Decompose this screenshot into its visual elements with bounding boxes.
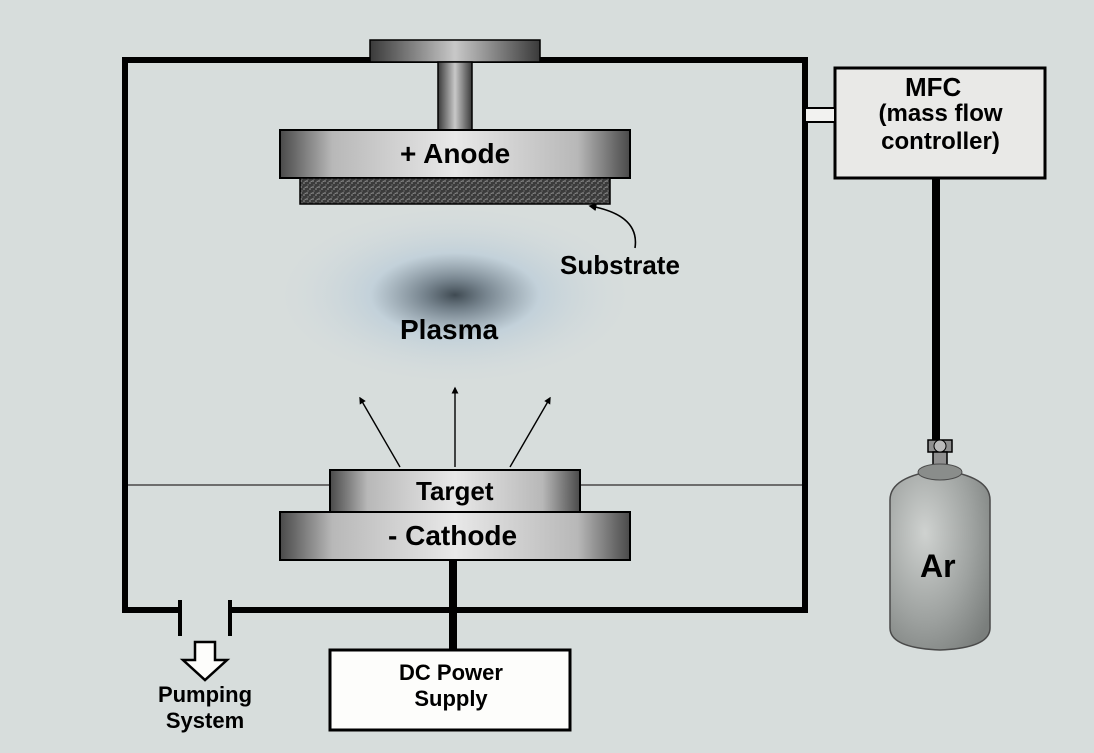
plasma-cloud bbox=[285, 210, 625, 380]
pumping-system-label: Pumping System bbox=[120, 682, 290, 734]
substrate-layer bbox=[300, 178, 610, 204]
target-label: Target bbox=[416, 476, 494, 507]
substrate-label: Substrate bbox=[560, 250, 680, 281]
top-shaft bbox=[438, 62, 472, 130]
plasma-label: Plasma bbox=[400, 314, 498, 346]
anode-label: + Anode bbox=[400, 138, 510, 170]
power-supply-label: DC Power Supply bbox=[356, 660, 546, 712]
cylinder-label: Ar bbox=[920, 548, 956, 585]
sputter-schematic: + Anode Substrate Plasma Target - Cathod… bbox=[0, 0, 1094, 753]
spray-arrow-left bbox=[360, 398, 400, 467]
substrate-pointer bbox=[590, 206, 635, 248]
pump-arrow-icon bbox=[183, 642, 227, 680]
cathode-label: - Cathode bbox=[388, 520, 517, 552]
mfc-inlet-pipe bbox=[805, 108, 835, 122]
spray-arrow-right bbox=[510, 398, 550, 467]
mfc-subtitle: (mass flow controller) bbox=[848, 100, 1033, 155]
pump-port-gap bbox=[180, 604, 230, 618]
mfc-title: MFC bbox=[905, 72, 961, 103]
top-cap bbox=[370, 40, 540, 62]
